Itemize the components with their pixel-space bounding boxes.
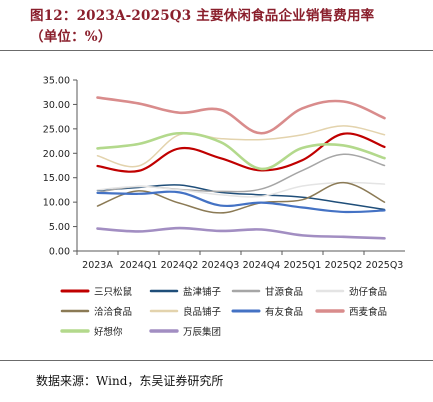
- legend-label: 好想你: [94, 326, 123, 338]
- legend-label: 盐津铺子: [183, 286, 222, 298]
- y-tick-label: 0.00: [49, 247, 70, 258]
- line-chart: 0.00 5.00 10.00 15.00 20.00 25.00 30.00 35.00 20…: [43, 76, 405, 338]
- legend-label: 万辰集团: [183, 326, 221, 338]
- y-tick-label: 5.00: [49, 222, 70, 233]
- x-tick-label: 2025Q3: [366, 260, 404, 271]
- y-tick-label: 15.00: [43, 173, 70, 184]
- y-tick-label: 25.00: [43, 124, 70, 135]
- chart-title: 图12：2023A-2025Q3 主要休闲食品企业销售费用率 （单位：%）: [30, 6, 430, 48]
- x-tick-label: 2025Q2: [325, 260, 363, 271]
- series-line: [96, 96, 386, 135]
- y-tick-label: 30.00: [43, 100, 70, 111]
- legend-label: 甘源食品: [265, 286, 303, 298]
- legend-label: 洽洽食品: [94, 306, 132, 318]
- series-line: [96, 181, 386, 214]
- series-line: [96, 131, 386, 171]
- x-tick-label: 2024Q4: [243, 260, 281, 271]
- series-line: [96, 132, 386, 173]
- top-rule: [0, 50, 433, 51]
- bottom-rule: [0, 360, 433, 361]
- series-line: [96, 226, 386, 240]
- data-source: 数据来源：Wind，东吴证券研究所: [36, 374, 224, 388]
- legend-label: 劲仔食品: [349, 286, 387, 298]
- x-tick-label: 2023A: [82, 260, 113, 271]
- title-line-2: （单位：%）: [30, 29, 112, 45]
- x-tick-label: 2024Q2: [161, 260, 199, 271]
- y-tick-label: 20.00: [43, 149, 70, 160]
- x-tick-label: 2024Q3: [202, 260, 240, 271]
- y-tick-label: 10.00: [43, 198, 70, 209]
- legend-label: 三只松鼠: [94, 286, 133, 298]
- x-tick-label: 2024Q1: [120, 260, 158, 271]
- title-line-1: 图12：2023A-2025Q3 主要休闲食品企业销售费用率: [30, 8, 375, 24]
- series-line: [96, 190, 386, 214]
- legend-label: 西麦食品: [349, 306, 387, 318]
- legend-label: 良品铺子: [183, 306, 222, 318]
- legend-label: 有友食品: [265, 306, 303, 318]
- x-tick-label: 2025Q1: [284, 260, 322, 271]
- y-tick-label: 35.00: [43, 76, 70, 87]
- series-line: [96, 125, 386, 168]
